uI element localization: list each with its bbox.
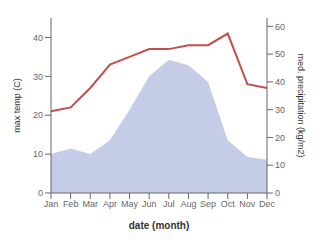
svg-text:Feb: Feb xyxy=(63,199,79,209)
svg-text:Aug: Aug xyxy=(180,199,196,209)
svg-text:50: 50 xyxy=(275,49,285,59)
svg-text:10: 10 xyxy=(33,149,43,159)
svg-text:Apr: Apr xyxy=(103,199,117,209)
svg-text:10: 10 xyxy=(275,160,285,170)
svg-text:40: 40 xyxy=(33,33,43,43)
svg-text:med. precipitation (kg/m2): med. precipitation (kg/m2) xyxy=(296,53,306,157)
svg-text:Dec: Dec xyxy=(259,199,276,209)
svg-text:20: 20 xyxy=(275,133,285,143)
svg-text:0: 0 xyxy=(275,188,280,198)
svg-text:40: 40 xyxy=(275,77,285,87)
svg-text:May: May xyxy=(121,199,139,209)
svg-text:Jun: Jun xyxy=(142,199,157,209)
svg-text:max temp (C): max temp (C) xyxy=(12,78,22,133)
svg-text:30: 30 xyxy=(275,105,285,115)
svg-text:Mar: Mar xyxy=(83,199,99,209)
svg-text:0: 0 xyxy=(38,188,43,198)
svg-text:Nov: Nov xyxy=(239,199,256,209)
svg-text:date (month): date (month) xyxy=(129,220,190,231)
svg-text:30: 30 xyxy=(33,72,43,82)
svg-text:Jul: Jul xyxy=(163,199,175,209)
svg-text:60: 60 xyxy=(275,22,285,32)
svg-text:Sep: Sep xyxy=(200,199,216,209)
svg-text:20: 20 xyxy=(33,110,43,120)
svg-text:Oct: Oct xyxy=(221,199,236,209)
svg-text:Jan: Jan xyxy=(44,199,59,209)
